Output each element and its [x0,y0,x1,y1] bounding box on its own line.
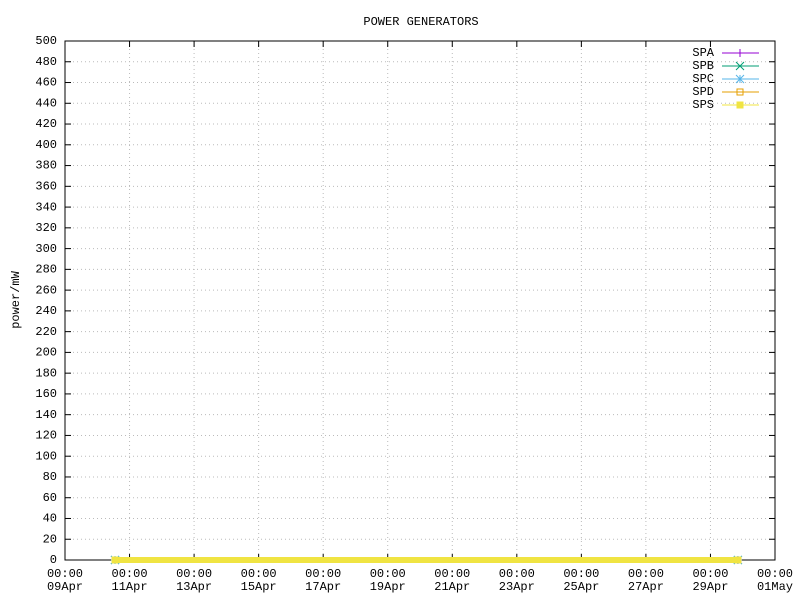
marker [736,88,744,96]
y-tick-label: 500 [35,34,57,48]
y-tick-label: 240 [35,304,57,318]
x-tick-label: 00:00 19Apr [370,567,406,594]
y-tick-label: 160 [35,387,57,401]
x-tick-label: 00:00 27Apr [628,567,664,594]
y-tick-label: 280 [35,263,57,277]
y-tick-label: 200 [35,346,57,360]
marker [735,74,745,84]
y-tick-label: 360 [35,179,57,193]
y-tick-label: 440 [35,96,57,110]
y-tick-label: 320 [35,221,57,235]
marker-square [736,88,744,96]
x-tick-label: 00:00 29Apr [692,567,728,594]
marker [736,49,744,57]
y-tick-label: 400 [35,138,57,152]
y-tick-label: 340 [35,200,57,214]
legend-label: SPB [692,59,714,73]
x-tick-label: 00:00 01May [757,567,793,594]
x-tick-label: 00:00 25Apr [563,567,599,594]
y-tick-label: 480 [35,55,57,69]
legend-label: SPC [692,72,714,86]
y-tick-label: 420 [35,117,57,131]
chart-title: POWER GENERATORS [363,15,478,29]
x-tick-label: 00:00 09Apr [47,567,83,594]
x-tick-label: 00:00 11Apr [112,567,148,594]
marker [736,101,744,109]
x-tick-label: 00:00 17Apr [305,567,341,594]
legend-label: SPA [692,46,714,60]
legend-label: SPD [692,85,714,99]
y-tick-label: 0 [50,553,57,567]
y-tick-label: 460 [35,76,57,90]
y-tick-label: 380 [35,159,57,173]
x-tick-label: 00:00 13Apr [176,567,212,594]
y-tick-label: 220 [35,325,57,339]
y-tick-label: 180 [35,366,57,380]
y-tick-label: 100 [35,449,57,463]
y-tick-label: 300 [35,242,57,256]
marker [734,556,742,564]
legend-label: SPS [692,98,714,112]
y-tick-label: 80 [43,470,57,484]
x-tick-label: 00:00 21Apr [434,567,470,594]
marker [111,556,119,564]
y-tick-label: 60 [43,491,57,505]
y-tick-label: 260 [35,283,57,297]
marker-square [736,101,744,109]
marker-square [734,556,742,564]
x-tick-label: 00:00 23Apr [499,567,535,594]
y-tick-label: 140 [35,408,57,422]
y-tick-label: 40 [43,512,57,526]
y-axis-label: power/mW [9,270,23,328]
marker-stroke [735,61,745,71]
y-tick-label: 20 [43,532,57,546]
x-tick-label: 00:00 15Apr [241,567,277,594]
marker [735,61,745,71]
marker-square [111,556,119,564]
marker-stroke [735,74,745,84]
y-tick-label: 120 [35,429,57,443]
